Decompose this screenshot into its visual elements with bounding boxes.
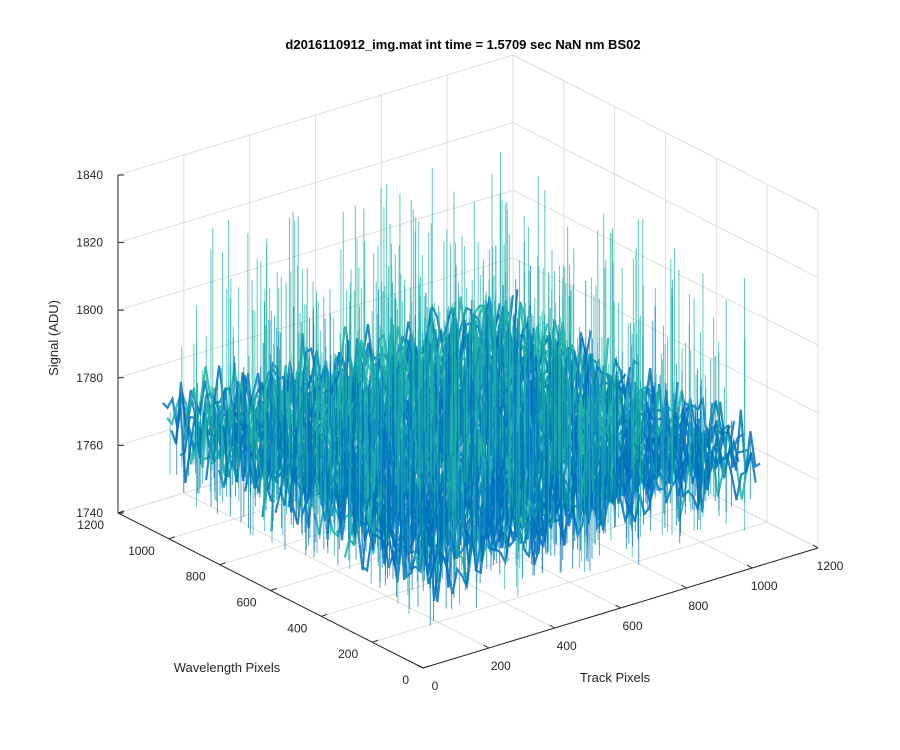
x-tick	[615, 604, 621, 609]
x-tick-label: 800	[688, 599, 708, 613]
y-tick	[372, 639, 379, 643]
grid-line	[512, 122, 819, 279]
y-axis-label: Wavelength Pixels	[174, 660, 281, 675]
axes	[117, 174, 819, 669]
z-tick-label: 1780	[76, 371, 103, 385]
surface-plot	[161, 151, 761, 626]
grid-line	[512, 189, 819, 346]
y-tick-label: 0	[402, 673, 409, 687]
grid-line	[512, 54, 819, 211]
grid-line	[372, 521, 768, 643]
y-tick-label: 200	[338, 647, 358, 661]
x-tick	[417, 664, 424, 669]
z-tick-label: 1820	[76, 236, 103, 250]
y-tick	[219, 562, 226, 566]
grid-line	[117, 189, 514, 311]
z-axis-label: Signal (ADU)	[46, 300, 61, 376]
x-tick	[812, 544, 819, 549]
y-tick-label: 400	[287, 621, 307, 635]
y-tick	[168, 536, 175, 540]
z-tick-label: 1800	[76, 303, 103, 317]
y-tick	[321, 613, 328, 617]
y-tick-label: 1000	[128, 544, 155, 558]
z-tick-label: 1840	[76, 168, 103, 182]
x-tick-label: 1000	[751, 579, 778, 593]
x-tick-label: 200	[491, 659, 511, 673]
y-tick-label: 1200	[77, 518, 104, 532]
tick-labels: 0 200 400 600 800 1000 1200 0 200 400 600 800 1000 12…	[76, 168, 843, 693]
x-tick-label: 600	[622, 619, 642, 633]
y-tick-label: 600	[236, 596, 256, 610]
z-tick-label: 1740	[76, 506, 103, 520]
grid-line	[512, 257, 819, 414]
x-tick	[549, 624, 555, 629]
chart-title: d2016110912_img.mat int time = 1.5709 se…	[285, 37, 640, 52]
x-tick	[483, 644, 490, 649]
z-tick-label: 1760	[76, 438, 103, 452]
x-axis-label: Track Pixels	[580, 670, 651, 685]
y-tick	[422, 665, 430, 669]
y-tick	[270, 588, 277, 591]
grid-line	[117, 122, 514, 244]
x-tick	[681, 584, 687, 589]
x-tick	[746, 564, 753, 569]
y-tick-label: 800	[186, 570, 206, 584]
grid-line	[117, 54, 514, 176]
x-tick-label: 0	[432, 679, 439, 693]
x-tick-label: 1200	[817, 559, 844, 573]
x-tick-label: 400	[557, 639, 577, 653]
